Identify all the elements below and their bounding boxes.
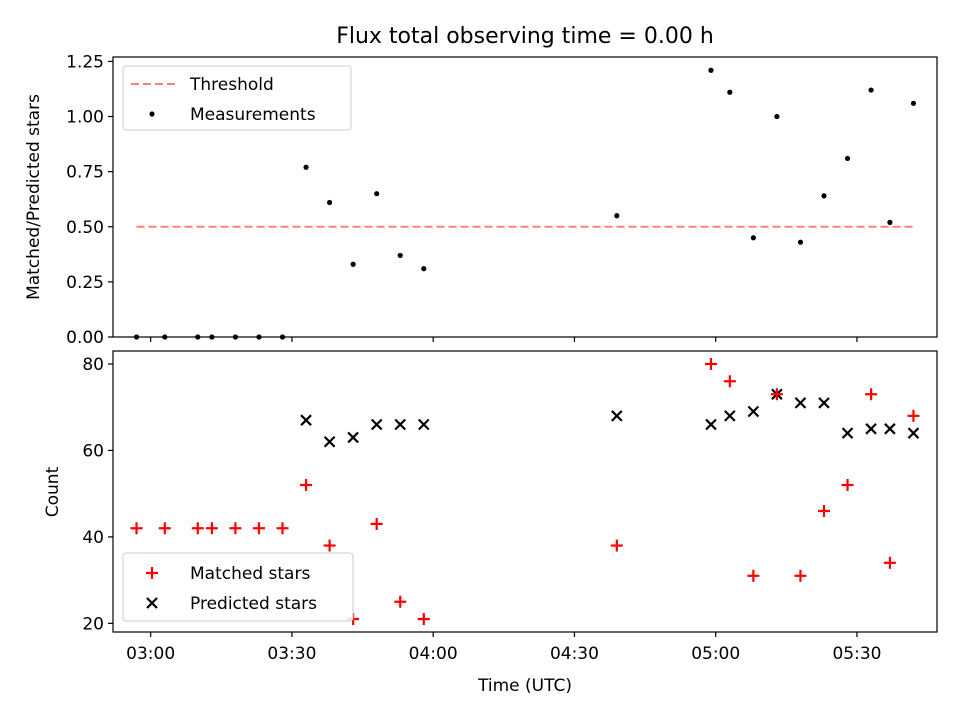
measurement-point: [397, 252, 403, 259]
x-axis-label: Time (UTC): [477, 676, 572, 696]
predicted-star-point: [794, 397, 807, 409]
predicted-star-point: [884, 423, 896, 435]
matched-star-point: [883, 556, 896, 569]
bottom-y-tick-label: 40: [82, 528, 104, 548]
predicted-star-point: [300, 414, 312, 426]
legend-predicted-swatch: [146, 597, 158, 609]
measurement-point: [326, 199, 333, 206]
matched-star-point: [770, 388, 783, 401]
chart-title: Flux total observing time = 0.00 h: [336, 24, 714, 49]
bottom-y-axis-label: Count: [43, 466, 63, 517]
predicted-star-point: [323, 436, 336, 448]
top-y-tick-label: 0.00: [66, 328, 104, 348]
measurement-point: [303, 164, 309, 170]
measurement-point: [614, 213, 620, 219]
measurement-point: [750, 235, 756, 241]
predicted-star-point: [705, 418, 717, 431]
matched-star-point: [723, 375, 736, 388]
matched-star-point: [252, 522, 265, 535]
top-x-ticks: [150, 337, 858, 342]
measurement-point: [868, 87, 874, 93]
bottom-y-tick-label: 20: [82, 614, 104, 634]
matched-star-point: [747, 569, 760, 582]
matched-star-point: [704, 357, 717, 370]
legend-matched-swatch: [146, 567, 158, 579]
legend-matched-label: Matched stars: [190, 564, 310, 584]
top-y-tick-label: 1.00: [66, 108, 104, 128]
top-y-axis-label: Matched/Predicted stars: [24, 94, 44, 300]
matched-star-point: [610, 539, 623, 552]
legend-measurements-label: Measurements: [190, 105, 316, 125]
measurement-point: [797, 239, 804, 245]
matched-star-point: [370, 517, 383, 530]
predicted-star-point: [818, 397, 830, 409]
top-y-tick-label: 0.50: [66, 218, 104, 238]
predicted-star-point: [611, 410, 623, 422]
predicted-star-point: [841, 427, 854, 439]
top-plot-area: [133, 67, 917, 340]
x-tick-label: 03:00: [126, 644, 175, 664]
matched-star-point: [276, 522, 289, 535]
x-tick-label: 04:30: [550, 644, 599, 664]
x-tick-label: 05:00: [691, 644, 740, 664]
predicted-star-point: [417, 418, 430, 431]
matched-star-point: [794, 569, 807, 582]
matched-star-point: [394, 595, 407, 608]
matched-star-point: [130, 522, 143, 535]
top-legend: Threshold Measurements: [122, 65, 352, 131]
top-legend-box: [122, 65, 352, 131]
x-tick-label: 03:30: [267, 644, 316, 664]
bottom-axes-frame: [112, 350, 938, 633]
matched-star-point: [191, 522, 204, 535]
predicted-star-point: [747, 405, 760, 418]
top-y-tick-label: 0.75: [66, 163, 104, 183]
bottom-y-tick-label: 60: [82, 441, 104, 461]
measurement-point: [708, 67, 714, 73]
predicted-star-point: [907, 427, 920, 439]
top-y-tick-label: 0.25: [66, 273, 104, 293]
measurement-point: [727, 89, 733, 95]
matched-star-point: [158, 522, 171, 535]
matched-star-point: [841, 479, 854, 492]
measurement-point: [421, 266, 427, 272]
measurement-point: [910, 100, 917, 106]
measurement-point: [374, 191, 380, 197]
matched-star-point: [817, 504, 830, 517]
bottom-x-ticks: 03:00 03:30 04:00 04:30 05:00 05:30: [126, 632, 881, 664]
legend-threshold-label: Threshold: [189, 75, 274, 95]
predicted-star-point: [394, 418, 407, 431]
predicted-star-point: [370, 418, 383, 431]
matched-star-point: [323, 539, 336, 552]
bottom-y-tick-label: 80: [82, 355, 104, 375]
matched-star-point: [229, 522, 242, 535]
matched-star-point: [417, 613, 430, 626]
x-tick-label: 05:30: [832, 644, 881, 664]
top-y-tick-label: 1.25: [66, 52, 104, 72]
matched-star-point: [907, 409, 920, 422]
x-tick-label: 04:00: [409, 644, 458, 664]
bottom-legend-box: [122, 552, 354, 622]
top-y-ticks: 0.00 0.25 0.50 0.75 1.00 1.25: [66, 52, 113, 348]
matched-star-point: [300, 479, 313, 492]
measurement-point: [350, 261, 356, 267]
bottom-y-ticks: 20 40 60 80: [82, 355, 113, 634]
top-axes-frame: [112, 56, 938, 338]
predicted-star-point: [865, 423, 877, 435]
bottom-plot-area: [130, 357, 920, 626]
predicted-star-point: [724, 410, 736, 422]
legend-measurements-swatch: [149, 111, 155, 117]
legend-predicted-label: Predicted stars: [190, 594, 317, 614]
bottom-legend: Matched stars Predicted stars: [122, 552, 354, 622]
top-panel: Flux total observing time = 0.00 h 0.000…: [24, 24, 938, 348]
measurement-point: [774, 113, 780, 120]
predicted-star-point: [347, 431, 359, 444]
matched-star-point: [865, 388, 878, 401]
matched-star-point: [205, 522, 218, 535]
measurement-point: [887, 219, 893, 225]
measurement-point: [844, 155, 851, 162]
measurement-point: [821, 193, 827, 199]
